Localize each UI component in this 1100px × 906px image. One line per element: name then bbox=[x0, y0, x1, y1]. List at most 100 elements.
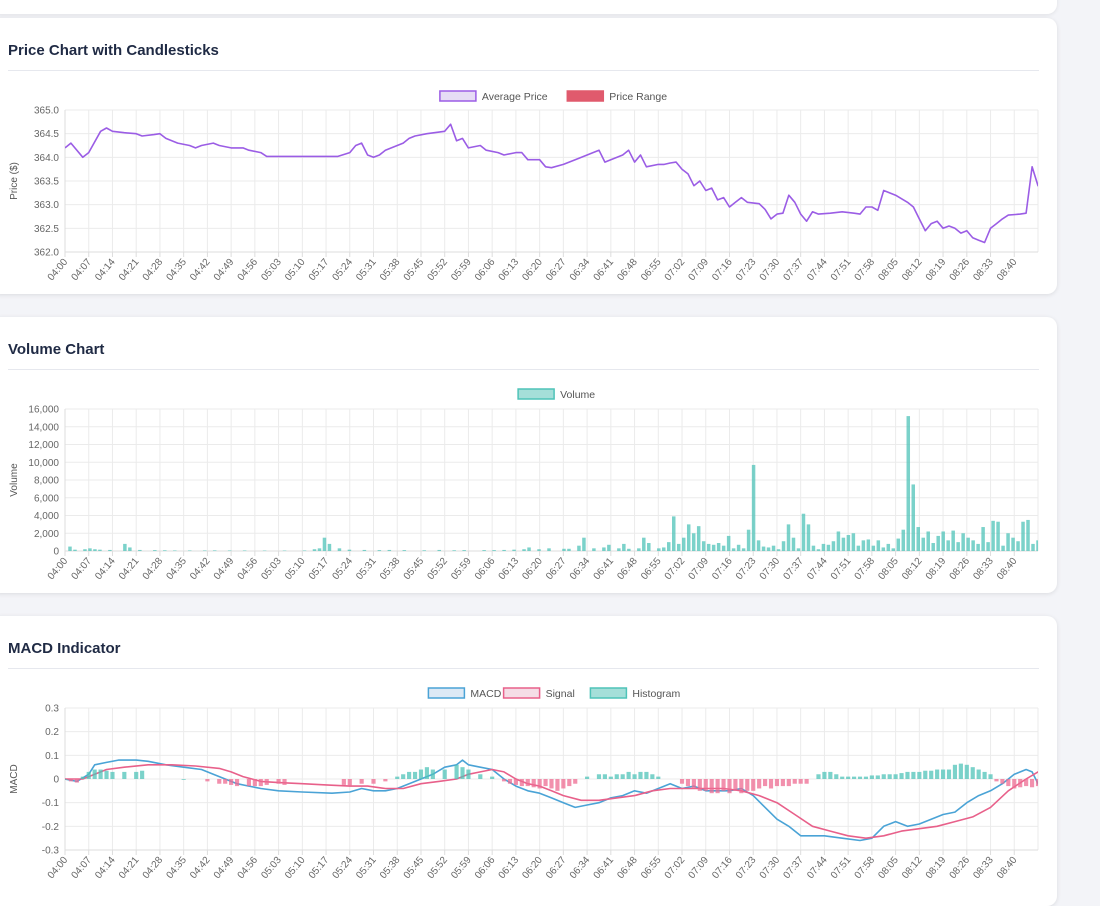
bar bbox=[961, 533, 965, 551]
bar bbox=[1006, 779, 1011, 787]
bar bbox=[644, 771, 649, 779]
legend-label: Histogram bbox=[632, 688, 680, 700]
x-tick-label: 07:44 bbox=[805, 855, 830, 882]
bar bbox=[647, 543, 651, 551]
x-tick-label: 05:31 bbox=[354, 556, 379, 583]
bar bbox=[685, 779, 691, 787]
x-tick-label: 05:59 bbox=[449, 556, 474, 583]
x-tick-label: 08:05 bbox=[876, 257, 901, 284]
bar bbox=[996, 521, 1000, 551]
bar bbox=[620, 774, 625, 779]
bar bbox=[816, 774, 821, 779]
x-tick-label: 06:48 bbox=[615, 257, 640, 284]
bar bbox=[377, 550, 382, 551]
bar bbox=[622, 543, 626, 551]
card-title: Price Chart with Candlesticks bbox=[8, 42, 219, 59]
bar bbox=[562, 548, 566, 551]
plot-area bbox=[65, 759, 1038, 842]
x-tick-label: 05:24 bbox=[331, 556, 356, 583]
x-tick-label: 06:55 bbox=[639, 257, 664, 284]
x-tick-label: 04:07 bbox=[70, 257, 95, 284]
bar bbox=[976, 769, 981, 779]
bar bbox=[731, 548, 736, 551]
y-tick-label: 14,000 bbox=[28, 422, 59, 433]
x-tick-label: 07:37 bbox=[781, 855, 806, 882]
x-tick-label: 07:51 bbox=[829, 257, 854, 284]
bar bbox=[780, 779, 785, 787]
bar bbox=[691, 533, 696, 551]
bar bbox=[706, 543, 711, 551]
x-tick-label: 04:00 bbox=[46, 257, 71, 284]
bar bbox=[110, 771, 115, 779]
x-tick-label: 04:14 bbox=[93, 556, 118, 583]
bar bbox=[756, 540, 761, 551]
x-tick-label: 08:26 bbox=[948, 556, 973, 583]
bar bbox=[1056, 545, 1057, 551]
divider bbox=[8, 70, 1039, 71]
bar bbox=[906, 416, 911, 551]
x-tick-label: 08:19 bbox=[924, 855, 949, 882]
x-tick-label: 08:05 bbox=[876, 556, 901, 583]
bar bbox=[1035, 779, 1038, 787]
x-tick-label: 05:03 bbox=[259, 855, 284, 882]
x-tick-label: 05:17 bbox=[307, 556, 332, 583]
legend-label: Volume bbox=[560, 389, 595, 401]
bar bbox=[460, 767, 465, 779]
x-tick-label: 05:52 bbox=[425, 556, 450, 583]
bar bbox=[525, 779, 530, 787]
bar bbox=[834, 774, 839, 779]
y-tick-label: 2,000 bbox=[34, 529, 59, 540]
bar bbox=[229, 779, 234, 785]
x-tick-label: 05:31 bbox=[354, 855, 379, 882]
bar bbox=[608, 776, 613, 779]
bar bbox=[65, 779, 68, 780]
bar bbox=[946, 769, 952, 779]
bar bbox=[577, 545, 581, 551]
x-tick-label: 05:38 bbox=[378, 556, 403, 583]
bar bbox=[642, 537, 646, 551]
bar bbox=[312, 549, 317, 551]
bar bbox=[402, 550, 407, 551]
macd-chart-card: MACD Indicator 04:00 04:07 04:14 04:21 04:28… bbox=[0, 616, 1057, 906]
bar bbox=[108, 549, 112, 551]
bar bbox=[502, 549, 506, 551]
x-tick-label: 04:35 bbox=[164, 855, 189, 882]
x-tick-label: 04:42 bbox=[188, 556, 213, 583]
bar bbox=[1000, 779, 1005, 784]
bar bbox=[383, 779, 388, 782]
bar bbox=[262, 550, 267, 551]
bar bbox=[478, 774, 483, 779]
x-tick-label: 07:16 bbox=[710, 855, 735, 882]
bar bbox=[153, 550, 157, 551]
x-tick-label: 04:35 bbox=[164, 556, 189, 583]
volume-chart: 04:00 04:07 04:14 04:21 04:28 04:35 04:42 04:49… bbox=[9, 388, 1057, 583]
bar bbox=[227, 550, 232, 551]
bar bbox=[638, 771, 643, 779]
bar bbox=[412, 771, 418, 779]
bar bbox=[1024, 779, 1029, 787]
x-tick-label: 06:13 bbox=[497, 556, 522, 583]
x-tick-label: 04:56 bbox=[236, 257, 261, 284]
bar bbox=[547, 548, 551, 551]
bar bbox=[876, 540, 881, 551]
x-tick-label: 07:09 bbox=[687, 556, 712, 583]
y-axis-title: Volume bbox=[9, 463, 20, 497]
bar bbox=[763, 779, 768, 787]
bar bbox=[430, 769, 435, 779]
x-tick-label: 08:26 bbox=[948, 257, 973, 284]
bar bbox=[806, 524, 811, 551]
legend-swatch bbox=[502, 687, 541, 699]
x-tick-label: 06:20 bbox=[520, 556, 545, 583]
bar bbox=[561, 779, 566, 789]
volume-chart-card: Volume Chart 04:00 04:07 04:14 04:21 04:28 04… bbox=[0, 317, 1057, 593]
x-tick-label: 07:16 bbox=[710, 257, 735, 284]
x-tick-label: 06:20 bbox=[520, 855, 545, 882]
x-tick-label: 04:21 bbox=[117, 556, 142, 583]
bar bbox=[395, 776, 400, 779]
bar bbox=[602, 547, 606, 551]
card-title: Volume Chart bbox=[8, 341, 105, 358]
legend-swatch bbox=[566, 90, 605, 102]
x-tick-label: 06:06 bbox=[473, 556, 498, 583]
bar bbox=[519, 779, 524, 787]
bar bbox=[202, 550, 207, 551]
